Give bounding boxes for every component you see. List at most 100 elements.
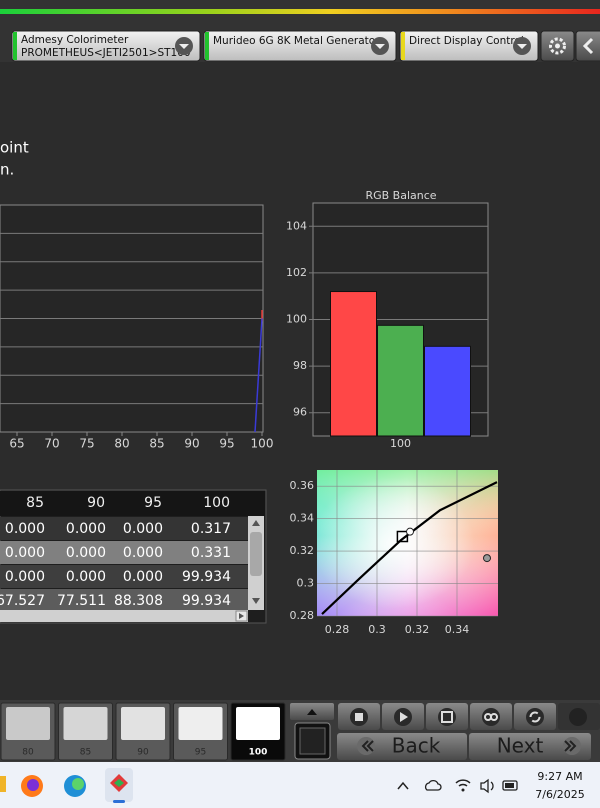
x-tick-label: 85 bbox=[149, 437, 164, 451]
swatch-strip: 80 85 90 95 100 bbox=[0, 702, 286, 761]
table-row[interactable] bbox=[0, 589, 248, 612]
up-arrow bbox=[307, 709, 317, 715]
table-cell: 0.000 bbox=[123, 521, 163, 537]
swatch-color bbox=[236, 707, 280, 740]
scroll-thumb[interactable] bbox=[250, 532, 262, 576]
active-indicator bbox=[113, 800, 125, 803]
y-tick-label: 0.28 bbox=[290, 609, 315, 622]
tray-overflow[interactable] bbox=[397, 781, 409, 790]
column-header: 85 bbox=[26, 495, 44, 511]
column-header: 90 bbox=[87, 495, 105, 511]
chart-title: RGB Balance bbox=[365, 189, 436, 202]
measured-point bbox=[406, 527, 414, 536]
instruction-text: n. bbox=[0, 161, 14, 179]
cloud-icon[interactable] bbox=[424, 779, 442, 791]
battery-level bbox=[505, 783, 514, 788]
x-tick-label: 90 bbox=[184, 437, 199, 451]
device-tabs: Admesy ColorimeterPROMETHEUS<JETI2501>ST… bbox=[11, 30, 539, 62]
table-cell: 99.934 bbox=[182, 593, 231, 609]
x-tick-label: 75 bbox=[79, 437, 94, 451]
clock-time[interactable]: 9:27 AM bbox=[537, 770, 582, 783]
table-cell: 0.331 bbox=[191, 545, 231, 561]
y-tick-label: 0.32 bbox=[290, 544, 315, 557]
table-cell: 77.511 bbox=[57, 593, 106, 609]
refresh-icon bbox=[529, 711, 541, 723]
y-tick-label: 0.34 bbox=[290, 512, 315, 525]
bar bbox=[377, 324, 424, 437]
device-tab[interactable] bbox=[11, 30, 201, 62]
arrow-icon bbox=[582, 37, 594, 55]
table-cell: 0.000 bbox=[66, 545, 106, 561]
rewind-icon bbox=[361, 740, 374, 752]
clock-date[interactable]: 7/6/2025 bbox=[535, 788, 584, 801]
next-label: Next bbox=[497, 734, 544, 758]
bar bbox=[424, 345, 471, 437]
back-nav-button[interactable] bbox=[575, 30, 600, 62]
luminance-chart: 65 70 75 80 85 90 95 100 bbox=[9, 309, 274, 451]
folder-icon[interactable] bbox=[0, 776, 6, 792]
column-header: 95 bbox=[144, 495, 162, 511]
data-line bbox=[254, 318, 263, 433]
button-icon bbox=[563, 737, 581, 755]
swatch-label: 95 bbox=[195, 748, 206, 758]
device-tab[interactable] bbox=[399, 30, 539, 62]
control-buttons bbox=[338, 703, 600, 730]
x-tick-label: 0.34 bbox=[445, 623, 470, 636]
dropdown-arrow bbox=[179, 44, 189, 49]
table-cell: 0.000 bbox=[123, 569, 163, 585]
device-status bbox=[205, 32, 209, 60]
bar bbox=[330, 291, 377, 437]
table-cell: 0.000 bbox=[66, 521, 106, 537]
wifi-icon[interactable] bbox=[455, 779, 471, 787]
device-name: Direct Display Control bbox=[409, 35, 524, 47]
x-tick-label: 100 bbox=[251, 437, 274, 451]
table-row[interactable] bbox=[0, 517, 248, 540]
volume-icon[interactable] bbox=[480, 778, 494, 794]
back-label: Back bbox=[392, 734, 441, 758]
device-status bbox=[401, 32, 405, 60]
table-cell: 0.000 bbox=[5, 521, 45, 537]
y-tick-label: 96 bbox=[293, 406, 307, 419]
next-button[interactable] bbox=[469, 733, 591, 760]
forward-icon bbox=[564, 740, 577, 752]
gear-hub bbox=[555, 43, 560, 49]
dropdown-arrow bbox=[517, 44, 527, 49]
swatch-color bbox=[178, 707, 223, 740]
table-row[interactable] bbox=[0, 565, 248, 588]
scroll-arrow bbox=[239, 613, 244, 619]
preview-swatch bbox=[299, 727, 326, 755]
grid bbox=[0, 232, 263, 405]
table-cell: 67.527 bbox=[0, 593, 45, 609]
horizontal-scrollbar[interactable] bbox=[0, 610, 248, 622]
cie-chart: 0.28 0.3 0.32 0.34 0.36 0.34 0.32 0.3 0.28 bbox=[290, 470, 498, 636]
device-detail: PROMETHEUS<JETI2501>ST100 bbox=[21, 47, 191, 59]
table-cell: 99.934 bbox=[182, 569, 231, 585]
x-tick-label: 70 bbox=[44, 437, 59, 451]
y-tick-label: 104 bbox=[286, 219, 307, 232]
dropdown-arrow bbox=[375, 44, 385, 49]
battery-icon[interactable] bbox=[502, 780, 518, 791]
planckian-locus bbox=[321, 481, 498, 615]
device-tab[interactable] bbox=[203, 30, 397, 62]
instruction-text: oint bbox=[0, 139, 29, 157]
y-tick-label: 0.36 bbox=[290, 479, 315, 492]
swatch-label: 80 bbox=[22, 748, 34, 758]
swatch-label: 100 bbox=[249, 748, 268, 758]
button-icon bbox=[569, 708, 587, 726]
gear-icon bbox=[549, 37, 566, 55]
x-tick-label: 95 bbox=[219, 437, 234, 451]
table-cell: 0.317 bbox=[191, 521, 231, 537]
firefox-inner bbox=[27, 779, 39, 791]
table-row[interactable] bbox=[0, 541, 248, 564]
y-tick-label: 102 bbox=[286, 266, 307, 279]
status-strip bbox=[0, 9, 600, 14]
table-body: 85 90 95 100 0.000 0.000 0.000 0.317 0.000 0.000 0… bbox=[0, 491, 265, 612]
device-status bbox=[13, 32, 17, 60]
x-tick-label: 0.3 bbox=[368, 623, 386, 636]
table-cell: 0.000 bbox=[5, 545, 45, 561]
y-tick-label: 100 bbox=[286, 313, 307, 326]
table-cell: 0.000 bbox=[123, 545, 163, 561]
edge-inner bbox=[72, 778, 84, 790]
app-icon-inner bbox=[114, 779, 124, 787]
